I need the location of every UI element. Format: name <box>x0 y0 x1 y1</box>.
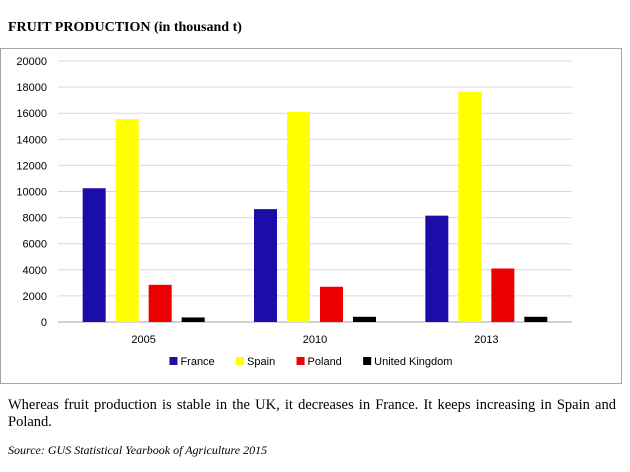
bar-spain-2013 <box>458 91 482 322</box>
chart-title: FRUIT PRODUCTION (in thousand t) <box>8 20 242 35</box>
legend-swatch-united-kingdom <box>363 357 372 365</box>
bar-united-kingdom-2013 <box>524 316 548 322</box>
y-tick-label: 12000 <box>16 160 47 172</box>
bar-chart: 0 2000 4000 6000 8000 10000 12000 14000 16000 180… <box>16 56 572 368</box>
y-tick-label: 20000 <box>16 56 47 68</box>
bar-poland-2013 <box>491 268 515 322</box>
y-tick-label: 2000 <box>23 291 47 303</box>
bar-france-2013 <box>425 215 449 322</box>
legend-swatch-france <box>169 357 178 365</box>
bar-poland-2005 <box>148 284 172 322</box>
bar-poland-2010 <box>320 286 343 322</box>
y-tick-label: 14000 <box>16 134 47 146</box>
legend-label: Spain <box>247 356 275 368</box>
bar-france-2005 <box>82 188 106 322</box>
legend-swatch-spain <box>236 357 245 365</box>
y-tick-label: 16000 <box>16 108 47 120</box>
y-tick-label: 8000 <box>23 213 47 225</box>
y-tick-label: 18000 <box>16 82 47 94</box>
y-tick-label: 6000 <box>23 239 47 251</box>
x-tick-label: 2005 <box>131 334 155 346</box>
bar-united-kingdom-2005 <box>181 317 205 322</box>
bar-france-2010 <box>254 209 277 322</box>
bar-united-kingdom-2010 <box>353 316 376 322</box>
source-note: Source: GUS Statistical Yearbook of Agri… <box>8 443 268 457</box>
y-tick-label: 10000 <box>16 187 47 199</box>
x-tick-label: 2010 <box>303 334 327 346</box>
chart-caption: Whereas fruit production is stable in th… <box>8 397 616 430</box>
bar-spain-2010 <box>287 111 310 322</box>
bar-spain-2005 <box>115 119 139 322</box>
legend-label: Poland <box>308 356 342 368</box>
y-tick-label: 4000 <box>23 265 47 277</box>
legend-swatch-poland <box>296 357 305 365</box>
legend-label: France <box>180 356 214 368</box>
x-tick-label: 2013 <box>474 334 498 346</box>
legend-label: United Kingdom <box>374 356 452 368</box>
y-tick-label: 0 <box>41 317 47 329</box>
